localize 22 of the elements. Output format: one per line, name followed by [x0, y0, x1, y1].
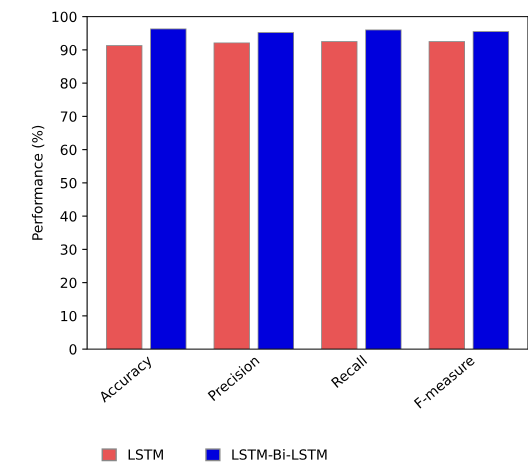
y-axis-title: Performance (%) — [32, 126, 44, 240]
bar — [214, 42, 250, 350]
bar — [150, 28, 186, 350]
legend-label: LSTM-Bi-LSTM — [232, 449, 327, 460]
bar — [321, 41, 358, 350]
y-tick-label: 50 — [60, 178, 76, 188]
y-tick-label: 70 — [60, 111, 76, 122]
bar — [472, 31, 510, 350]
y-tick-label: 20 — [60, 278, 76, 288]
bar — [365, 30, 402, 350]
y-tick-label: 0 — [69, 344, 76, 355]
y-tick-label: 40 — [60, 211, 76, 222]
legend-label: LSTM — [128, 449, 163, 460]
y-tick-label: 30 — [60, 244, 76, 255]
y-tick-label: 100 — [52, 12, 76, 22]
y-tick-label: 90 — [60, 44, 76, 56]
bar — [428, 41, 465, 350]
y-tick-label: 10 — [61, 310, 76, 322]
bar — [106, 45, 142, 350]
y-tick-label: 80 — [60, 78, 76, 89]
bar — [258, 32, 294, 350]
y-tick-label: 60 — [60, 144, 76, 156]
